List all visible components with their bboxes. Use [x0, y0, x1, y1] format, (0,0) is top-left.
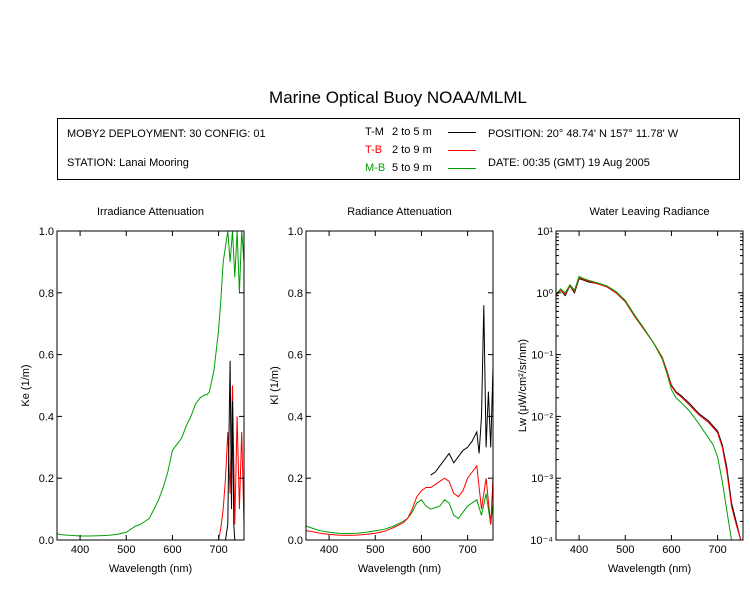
- legend-range-mb: 5 to 9 m: [392, 162, 432, 174]
- y-tick-label: 10⁻³: [531, 473, 553, 485]
- legend-code-mb: M-B: [365, 162, 386, 174]
- x-tick-label: 700: [209, 544, 227, 556]
- legend-line-mb: [448, 168, 476, 169]
- x-tick-label: 500: [616, 544, 634, 556]
- plot-frame: [305, 230, 494, 541]
- legend-code-tm: T-M: [365, 126, 384, 138]
- y-tick-label: 0.8: [288, 288, 303, 300]
- legend-code-tb: T-B: [365, 144, 383, 156]
- legend-range-tm: 2 to 5 m: [392, 126, 432, 138]
- x-tick-label: 400: [320, 544, 338, 556]
- y-tick-label: 0.0: [39, 535, 54, 547]
- legend-range-tb: 2 to 9 m: [392, 144, 432, 156]
- legend-line-tm: [448, 132, 476, 133]
- x-tick-label: 600: [163, 544, 181, 556]
- chart-title: Radiance Attenuation: [347, 206, 452, 218]
- y-axis-label: Lw (μW/cm²/sr/nm): [517, 339, 529, 432]
- plot-frame: [555, 230, 744, 541]
- x-axis-label: Wavelength (nm): [608, 563, 691, 575]
- y-tick-label: 1.0: [39, 226, 54, 238]
- series-line-t-b: [306, 464, 493, 536]
- x-tick-label: 600: [662, 544, 680, 556]
- y-tick-label: 0.4: [288, 411, 303, 423]
- y-axis-label: Kl (1/m): [269, 366, 281, 405]
- y-tick-label: 10⁰: [536, 288, 553, 300]
- x-axis-label: Wavelength (nm): [109, 563, 192, 575]
- series-line-t-b: [556, 277, 742, 540]
- x-tick-label: 600: [412, 544, 430, 556]
- legend-line-tb: [448, 150, 476, 151]
- deployment-text: MOBY2 DEPLOYMENT: 30 CONFIG: 01: [67, 128, 266, 140]
- series-line-t-m: [430, 305, 493, 476]
- y-tick-label: 10⁻²: [531, 411, 553, 423]
- y-tick-label: 0.4: [39, 411, 54, 423]
- y-tick-label: 0.6: [288, 350, 303, 362]
- y-tick-label: 0.2: [288, 473, 303, 485]
- water-leaving-radiance-chart: 400 500 600 700 10⁻⁴ 10⁻³ 10⁻² 10⁻¹ 10⁰ 10¹ Water …: [517, 206, 744, 575]
- y-axis-label: Ke (1/m): [20, 364, 32, 406]
- x-tick-label: 700: [708, 544, 726, 556]
- series-line-m-b: [57, 231, 244, 537]
- x-axis-label: Wavelength (nm): [358, 563, 441, 575]
- x-tick-label: 500: [366, 544, 384, 556]
- series-line-m-b: [556, 275, 737, 540]
- y-tick-label: 10⁻⁴: [530, 535, 553, 547]
- chart-title: Irradiance Attenuation: [97, 206, 204, 218]
- irradiance-attenuation-chart: 400 500 600 700 0.0 0.2 0.4 0.6 0.8 1.0 Irradiance…: [20, 206, 245, 575]
- page-title: Marine Optical Buoy NOAA/MLML: [269, 88, 527, 107]
- deployment-info-box: MOBY2 DEPLOYMENT: 30 CONFIG: 01 STATION:…: [57, 118, 740, 180]
- plot-frame: [56, 230, 245, 541]
- series-line-t-m: [225, 360, 236, 540]
- x-tick-label: 400: [570, 544, 588, 556]
- chart-title: Water Leaving Radiance: [589, 206, 709, 218]
- series-line-m-b: [306, 493, 493, 535]
- y-tick-label: 10⁻¹: [531, 350, 553, 362]
- y-tick-label: 0.2: [39, 473, 54, 485]
- radiance-attenuation-chart: 400 500 600 700 0.0 0.2 0.4 0.6 0.8 1.0 Radiance A…: [269, 206, 494, 575]
- x-tick-label: 500: [117, 544, 135, 556]
- date-text: DATE: 00:35 (GMT) 19 Aug 2005: [488, 157, 650, 169]
- y-tick-label: 10¹: [537, 226, 553, 238]
- station-text: STATION: Lanai Mooring: [67, 157, 189, 169]
- position-text: POSITION: 20° 48.74' N 157° 11.78' W: [488, 128, 679, 140]
- x-tick-label: 700: [458, 544, 476, 556]
- y-tick-label: 1.0: [288, 226, 303, 238]
- y-tick-label: 0.0: [288, 535, 303, 547]
- y-tick-label: 0.6: [39, 350, 54, 362]
- x-tick-label: 400: [71, 544, 89, 556]
- y-tick-label: 0.8: [39, 288, 54, 300]
- series-line-t-m: [556, 277, 742, 540]
